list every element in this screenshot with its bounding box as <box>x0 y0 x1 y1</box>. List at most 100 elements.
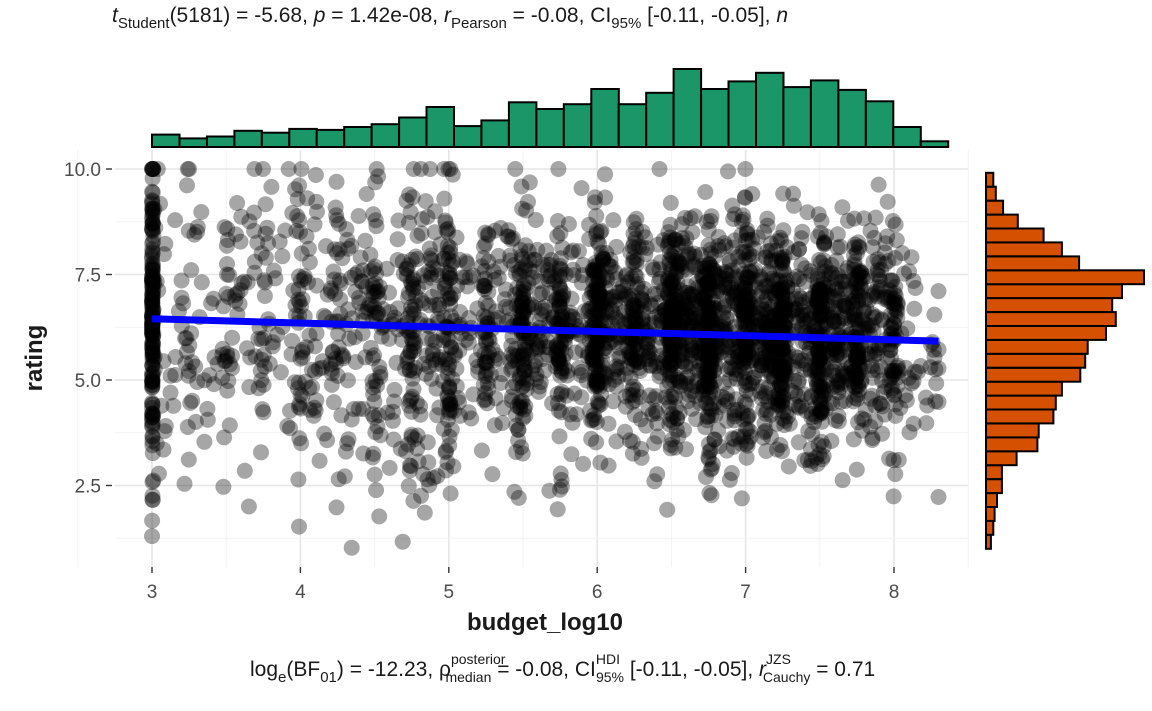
scatter-point <box>662 437 679 453</box>
scatter-point <box>318 238 334 255</box>
scatter-point <box>250 330 267 347</box>
scatter-point <box>386 309 403 326</box>
scatter-point <box>749 317 766 334</box>
scatter-point <box>460 404 477 421</box>
scatter-point <box>684 342 701 359</box>
scatter-point <box>634 223 651 240</box>
scatter-point <box>633 290 650 307</box>
scatter-point <box>918 415 935 432</box>
scatter-point <box>182 394 199 411</box>
scatter-point <box>930 341 947 358</box>
scatter-point <box>144 222 161 238</box>
scatter-point <box>661 288 678 305</box>
scatter-point <box>622 344 639 361</box>
scatter-point <box>587 360 604 377</box>
scatter-point <box>144 394 160 411</box>
scatter-point <box>665 408 682 425</box>
scatter-point <box>731 362 748 379</box>
scatter-point <box>144 298 161 315</box>
scatter-point <box>173 289 190 306</box>
scatter-point <box>175 295 192 312</box>
y-hist-bar <box>985 492 998 509</box>
scatter-point <box>682 355 699 372</box>
scatter-point <box>144 293 161 310</box>
scatter-point <box>647 403 664 420</box>
scatter-point <box>774 288 791 305</box>
scatter-point <box>400 436 417 453</box>
scatter-point <box>384 412 401 429</box>
scatter-point <box>514 294 531 311</box>
scatter-point <box>219 220 236 237</box>
scatter-point <box>811 406 828 423</box>
scatter-point <box>441 404 458 421</box>
scatter-point <box>305 407 322 424</box>
scatter-point <box>486 311 503 328</box>
scatter-point <box>839 259 856 276</box>
scatter-point <box>513 248 530 265</box>
scatter-point <box>675 291 692 308</box>
scatter-point <box>811 348 828 365</box>
scatter-point <box>216 353 233 370</box>
scatter-point <box>813 282 830 299</box>
scatter-point <box>737 302 754 319</box>
y-hist-bar <box>985 199 1005 216</box>
scatter-point <box>884 272 901 289</box>
scatter-point <box>850 377 867 394</box>
scatter-point <box>405 331 422 348</box>
scatter-point <box>593 356 610 373</box>
scatter-point <box>215 298 232 315</box>
scatter-point <box>425 259 442 276</box>
sub-bf-mid: (BF <box>286 658 320 681</box>
scatter-point <box>663 337 680 354</box>
scatter-point <box>704 312 721 329</box>
scatter-point <box>737 377 754 394</box>
scatter-point <box>779 279 796 296</box>
scatter-point <box>741 302 758 319</box>
scatter-point <box>485 263 502 280</box>
scatter-point <box>726 412 743 429</box>
scatter-point <box>502 252 519 269</box>
scatter-point <box>774 366 791 383</box>
scatter-point <box>700 345 717 361</box>
scatter-point <box>500 222 517 239</box>
scatter-point <box>912 358 929 374</box>
scatter-point <box>463 410 480 427</box>
scatter-point <box>696 340 713 357</box>
scatter-point <box>676 422 692 438</box>
scatter-point <box>144 295 161 312</box>
scatter-point <box>144 261 161 277</box>
scatter-point <box>325 263 342 280</box>
scatter-point <box>729 354 746 370</box>
scatter-point <box>802 457 819 474</box>
scatter-point <box>476 262 493 279</box>
scatter-point <box>357 232 374 249</box>
scatter-point <box>784 302 801 319</box>
scatter-point <box>405 302 422 318</box>
scatter-point <box>372 427 389 444</box>
scatter-point <box>887 466 904 483</box>
scatter-point <box>426 224 443 241</box>
scatter-point <box>183 325 200 342</box>
scatter-point <box>742 428 759 445</box>
scatter-point <box>144 235 161 252</box>
scatter-point <box>308 277 325 294</box>
scatter-point <box>667 267 684 284</box>
scatter-point <box>634 239 651 256</box>
scatter-point <box>589 393 606 410</box>
scatter-point <box>265 262 282 279</box>
scatter-point <box>341 330 358 347</box>
scatter-point <box>679 393 696 410</box>
scatter-point <box>523 361 540 378</box>
scatter-point <box>381 459 398 476</box>
scatter-point <box>885 315 902 332</box>
scatter-point <box>597 343 614 360</box>
scatter-point <box>441 266 458 283</box>
scatter-point <box>552 355 568 371</box>
scatter-point <box>181 337 198 354</box>
scatter-point <box>144 183 161 200</box>
scatter-point <box>521 174 538 191</box>
scatter-point <box>587 263 603 280</box>
scatter-point <box>930 489 947 505</box>
scatter-point <box>327 286 344 302</box>
scatter-point <box>584 262 601 279</box>
